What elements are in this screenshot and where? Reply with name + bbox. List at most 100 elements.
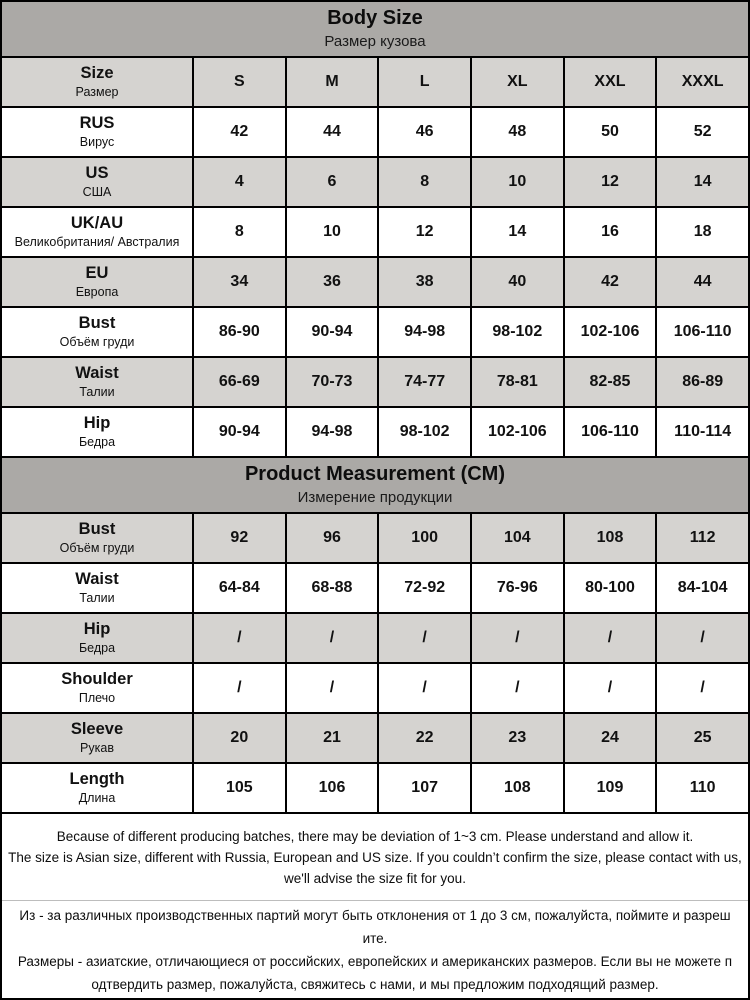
body-hip-value-4: 106-110: [564, 408, 656, 456]
body-hip-value-0: 90-94: [194, 408, 285, 456]
footer-ru-line: Размеры - азиатские, отличающиеся от рос…: [17, 953, 733, 969]
pm-length-label-en: Length: [69, 769, 125, 788]
body-hip-label: Hip Бедра: [2, 408, 192, 456]
body-uk-au-value-1: 10: [286, 208, 378, 256]
body-waist-label: Waist Талии: [2, 358, 192, 406]
body-waist-value-0: 66-69: [194, 358, 285, 406]
pm-shoulder-value-2: /: [379, 664, 470, 712]
body-size-title: Body Size: [327, 7, 423, 30]
body-eu-value-0: 34: [194, 258, 285, 306]
pm-hip-value-3: /: [471, 614, 563, 662]
body-size-section-header: Body Size Размер кузова: [2, 2, 748, 56]
pm-hip-label: Hip Бедра: [2, 614, 192, 662]
body-us-value-3: 10: [471, 158, 563, 206]
pm-waist-value-0: 64-84: [194, 564, 285, 612]
pm-hip-value-5: /: [657, 614, 748, 662]
pm-bust-label: Bust Объём груди: [2, 514, 192, 562]
pm-length-value-4: 109: [564, 764, 656, 812]
body-waist-value-2: 74-77: [379, 358, 470, 406]
footer-note-english: Because of different producing batches, …: [2, 814, 748, 900]
body-rus-label-ru: Вирус: [79, 134, 115, 149]
body-eu-label-ru: Европа: [75, 284, 119, 299]
pm-shoulder-label-ru: Плечо: [78, 690, 116, 705]
pm-waist-value-5: 84-104: [657, 564, 748, 612]
body-rus-value-4: 50: [564, 108, 656, 156]
pm-sleeve-value-5: 25: [657, 714, 748, 762]
body-size-value-1: M: [286, 58, 378, 106]
pm-sleeve-value-4: 24: [564, 714, 656, 762]
pm-waist-label: Waist Талии: [2, 564, 192, 612]
product-measurement-title: Product Measurement (CM): [244, 463, 505, 486]
pm-bust-label-ru: Объём груди: [59, 540, 135, 555]
pm-sleeve-label: Sleeve Рукав: [2, 714, 192, 762]
footer-en-line: we'll advise the size fit for you.: [284, 870, 466, 886]
pm-length-value-3: 108: [471, 764, 563, 812]
body-us-value-1: 6: [286, 158, 378, 206]
size-notes-footer: Because of different producing batches, …: [2, 814, 748, 998]
body-size-title-ru: Размер кузова: [324, 33, 426, 51]
body-us-label-ru: США: [82, 184, 112, 199]
body-uk-au-value-5: 18: [657, 208, 748, 256]
pm-shoulder-value-5: /: [657, 664, 748, 712]
pm-length-value-2: 107: [379, 764, 470, 812]
body-waist-label-en: Waist: [75, 363, 119, 382]
body-uk-au-label-en: UK/AU: [70, 213, 124, 232]
body-rus-value-5: 52: [657, 108, 748, 156]
pm-waist-label-en: Waist: [75, 569, 119, 588]
body-eu-label-en: EU: [85, 263, 109, 282]
body-size-label: Size Размер: [2, 58, 192, 106]
pm-bust-label-en: Bust: [78, 519, 116, 538]
body-rus-value-2: 46: [379, 108, 470, 156]
pm-length-value-1: 106: [286, 764, 378, 812]
pm-shoulder-value-1: /: [286, 664, 378, 712]
pm-length-value-0: 105: [194, 764, 285, 812]
pm-bust-value-4: 108: [564, 514, 656, 562]
pm-hip-label-en: Hip: [83, 619, 111, 638]
body-rus-label-en: RUS: [79, 113, 115, 132]
pm-hip-label-ru: Бедра: [78, 640, 116, 655]
body-size-value-0: S: [194, 58, 285, 106]
body-uk-au-label: UK/AU Великобритания/ Австралия: [2, 208, 192, 256]
body-waist-value-4: 82-85: [564, 358, 656, 406]
body-hip-value-5: 110-114: [657, 408, 748, 456]
pm-sleeve-label-ru: Рукав: [80, 740, 114, 755]
footer-en-line: The size is Asian size, different with R…: [8, 849, 742, 865]
body-hip-value-1: 94-98: [286, 408, 378, 456]
body-hip-value-3: 102-106: [471, 408, 563, 456]
body-bust-value-2: 94-98: [379, 308, 470, 356]
body-hip-label-en: Hip: [83, 413, 111, 432]
body-bust-label-en: Bust: [78, 313, 116, 332]
pm-hip-value-0: /: [194, 614, 285, 662]
footer-ru-line: ите.: [362, 930, 388, 946]
pm-shoulder-value-0: /: [194, 664, 285, 712]
body-eu-value-4: 42: [564, 258, 656, 306]
footer-ru-line: Из - за различных производственных парти…: [19, 907, 731, 923]
body-rus-label: RUS Вирус: [2, 108, 192, 156]
pm-waist-value-3: 76-96: [471, 564, 563, 612]
footer-en-line: Because of different producing batches, …: [56, 828, 694, 844]
body-us-value-4: 12: [564, 158, 656, 206]
body-size-label-en: Size: [80, 63, 114, 82]
pm-shoulder-value-3: /: [471, 664, 563, 712]
body-eu-value-2: 38: [379, 258, 470, 306]
body-eu-label: EU Европа: [2, 258, 192, 306]
pm-sleeve-value-3: 23: [471, 714, 563, 762]
body-eu-value-3: 40: [471, 258, 563, 306]
body-us-value-0: 4: [194, 158, 285, 206]
body-us-label: US США: [2, 158, 192, 206]
pm-bust-value-3: 104: [471, 514, 563, 562]
body-rus-value-1: 44: [286, 108, 378, 156]
pm-sleeve-value-2: 22: [379, 714, 470, 762]
body-bust-label: Bust Объём груди: [2, 308, 192, 356]
pm-sleeve-label-en: Sleeve: [70, 719, 124, 738]
body-us-value-5: 14: [657, 158, 748, 206]
body-bust-value-3: 98-102: [471, 308, 563, 356]
body-size-value-5: XXXL: [657, 58, 748, 106]
body-rus-value-3: 48: [471, 108, 563, 156]
body-uk-au-value-3: 14: [471, 208, 563, 256]
pm-bust-value-5: 112: [657, 514, 748, 562]
pm-shoulder-label: Shoulder Плечо: [2, 664, 192, 712]
body-waist-value-5: 86-89: [657, 358, 748, 406]
pm-length-label: Length Длина: [2, 764, 192, 812]
pm-waist-value-4: 80-100: [564, 564, 656, 612]
